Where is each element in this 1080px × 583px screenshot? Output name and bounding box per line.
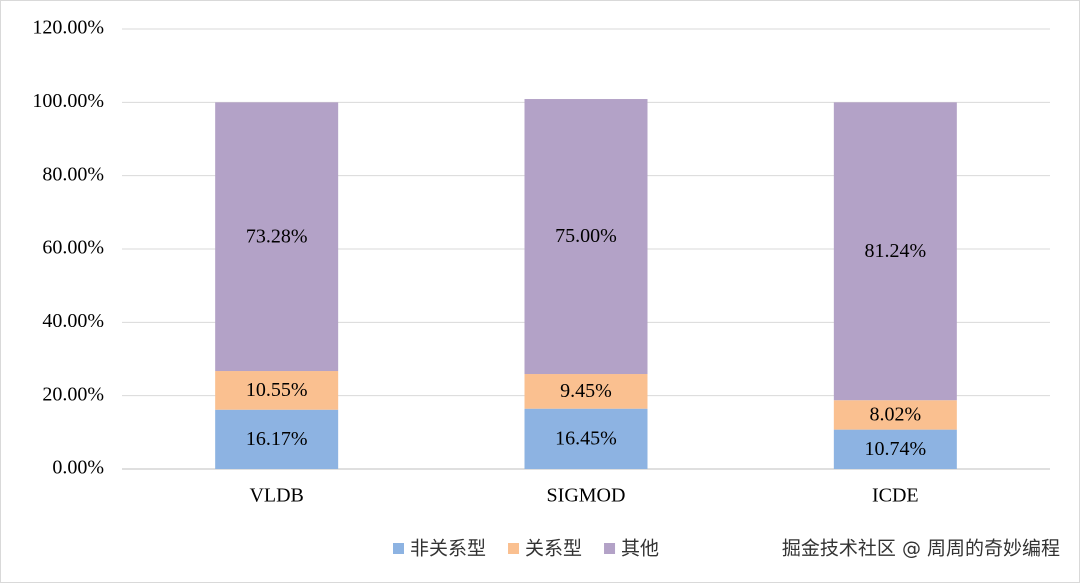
y-tick-label: 0.00% <box>52 457 104 479</box>
y-tick-label: 80.00% <box>42 163 104 185</box>
legend-swatch <box>393 543 404 554</box>
x-tick-label: ICDE <box>872 485 919 507</box>
legend-swatch <box>508 543 520 554</box>
bar-segment <box>215 371 339 410</box>
data-label: 16.17% <box>246 428 308 450</box>
bar-segment <box>524 408 648 469</box>
data-label: 81.24% <box>864 240 926 262</box>
y-tick-label: 100.00% <box>32 90 104 112</box>
data-label: 8.02% <box>869 404 921 426</box>
bar-segment <box>524 374 648 409</box>
watermark: 掘金技术社区 @ 周周的奇妙编程 <box>782 538 1060 560</box>
x-tick-label: SIGMOD <box>547 485 626 507</box>
data-label: 75.00% <box>555 225 617 247</box>
bar-segment <box>215 102 339 372</box>
bar-segment <box>524 99 648 375</box>
legend-label: 关系型 <box>525 538 582 560</box>
bar-segment <box>833 429 957 469</box>
data-label: 9.45% <box>560 380 612 402</box>
legend-label: 非关系型 <box>410 538 486 560</box>
legend-swatch <box>604 543 616 554</box>
data-label: 10.55% <box>246 379 308 401</box>
bar-segment <box>215 409 339 469</box>
x-tick-label: VLDB <box>249 485 303 507</box>
y-tick-label: 120.00% <box>32 17 104 39</box>
data-label: 10.74% <box>864 438 926 460</box>
bar-segment <box>833 400 957 430</box>
data-label: 16.45% <box>555 427 617 449</box>
legend-label: 其他 <box>621 538 659 560</box>
y-tick-label: 40.00% <box>42 310 104 332</box>
y-tick-label: 60.00% <box>42 237 104 259</box>
data-label: 73.28% <box>246 225 308 247</box>
bar-segment <box>833 102 957 401</box>
y-tick-label: 20.00% <box>42 383 104 405</box>
